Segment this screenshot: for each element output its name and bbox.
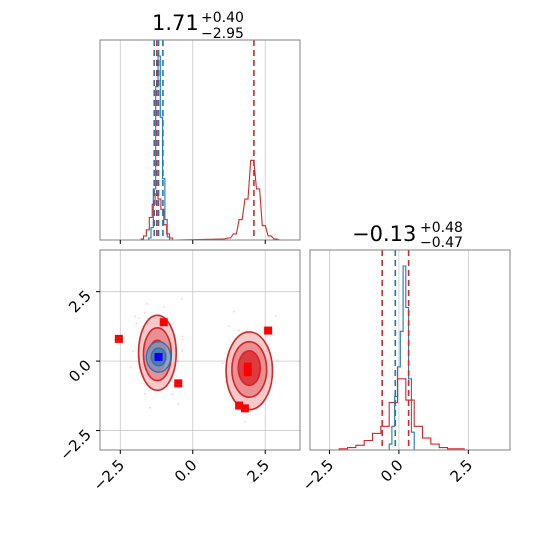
sample-point xyxy=(177,359,180,362)
tick-label-y: 0.0 xyxy=(65,356,95,386)
sample-point xyxy=(221,362,224,365)
red-square-marker xyxy=(159,318,168,327)
title-x-minus: −2.95 xyxy=(201,26,244,42)
red-square-marker xyxy=(114,334,123,343)
tick-label-x: 0.0 xyxy=(377,456,407,486)
sample-point xyxy=(129,366,132,369)
joint-scatter-panel: −2.5 0.0 2.5 −2.5 0.0 2.5 xyxy=(56,249,301,495)
tick-label-x: 0.0 xyxy=(171,456,201,486)
red-square-marker xyxy=(243,368,252,377)
marginal-histogram-y: −0.13 +0.48 −0.47 −2.5 0.0 2.5 xyxy=(299,220,511,495)
marginal-y-frame xyxy=(309,249,511,451)
sample-point xyxy=(237,329,240,332)
sample-point xyxy=(145,302,148,305)
sample-point xyxy=(162,305,165,308)
tick-label-y: −2.5 xyxy=(56,426,94,464)
sample-point xyxy=(135,322,138,325)
sample-point xyxy=(138,317,140,320)
tick-label-y: 2.5 xyxy=(65,287,95,317)
sample-point xyxy=(177,403,180,406)
red-square-marker xyxy=(240,404,249,413)
sample-point xyxy=(131,350,134,353)
red-square-marker xyxy=(174,379,183,388)
title-y-minus: −0.47 xyxy=(420,235,463,251)
sample-point xyxy=(181,349,184,352)
sample-point xyxy=(133,315,136,318)
title-x-median: 1.71 xyxy=(152,11,199,35)
sample-point xyxy=(243,420,246,423)
red-square-marker xyxy=(264,326,273,335)
tick-label-x: −2.5 xyxy=(90,456,128,494)
sample-point xyxy=(171,393,174,395)
red-square-marker xyxy=(235,401,244,410)
histogram-series-1 xyxy=(140,159,283,241)
sample-point xyxy=(181,335,184,338)
sample-point xyxy=(144,392,147,395)
sample-point xyxy=(144,311,146,314)
title-y-plus: +0.48 xyxy=(420,220,463,236)
sample-point xyxy=(149,406,151,409)
tick-label-x: −2.5 xyxy=(299,456,337,494)
sample-point xyxy=(180,297,183,300)
sample-point xyxy=(228,325,230,328)
sample-point xyxy=(232,310,235,313)
sample-point xyxy=(276,359,279,362)
sample-point xyxy=(181,338,184,341)
marginal-x-frame xyxy=(99,39,301,241)
histogram-series-1 xyxy=(330,378,473,451)
red-square-marker xyxy=(243,362,252,371)
blue-square-marker xyxy=(154,352,163,361)
joint-frame xyxy=(99,249,301,451)
sample-point xyxy=(274,314,277,317)
title-x-plus: +0.40 xyxy=(201,10,244,26)
histogram-series-0 xyxy=(386,265,417,451)
tick-label-x: 2.5 xyxy=(243,456,273,486)
title-y-median: −0.13 xyxy=(352,222,416,246)
marginal-histogram-x: 1.71 +0.40 −2.95 xyxy=(99,10,301,244)
tick-label-x: 2.5 xyxy=(447,456,477,486)
